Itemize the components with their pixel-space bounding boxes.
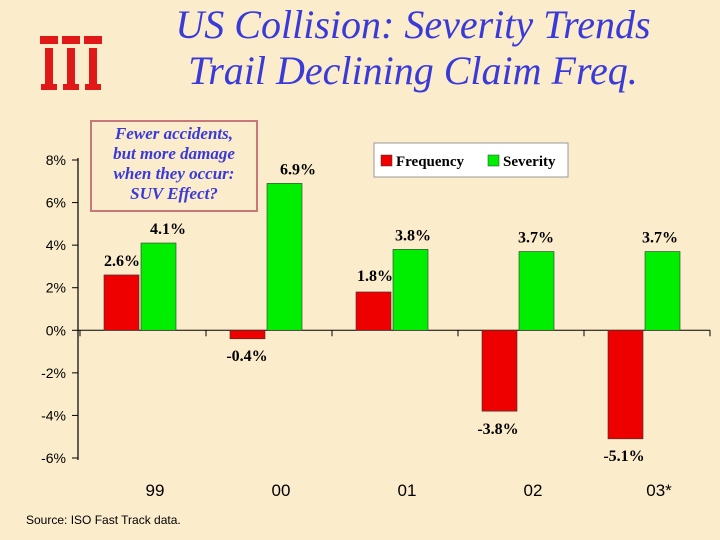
y-tick-label: 4% <box>46 237 66 253</box>
y-tick-label: 0% <box>46 322 66 338</box>
severity-data-label: 6.9% <box>280 161 316 178</box>
severity-bar <box>392 249 429 331</box>
legend-swatch-frequency <box>380 154 393 167</box>
frequency-bar <box>607 329 644 440</box>
legend-label-severity: Severity <box>503 154 556 170</box>
x-tick-label: 00 <box>272 481 291 500</box>
frequency-bar <box>355 291 392 331</box>
frequency-data-label: 2.6% <box>104 253 140 270</box>
title-line-2: Trail Declining Claim Freq. <box>188 48 638 93</box>
frequency-data-label: -3.8% <box>477 421 518 438</box>
x-tick-label: 99 <box>146 481 165 500</box>
severity-bar <box>644 251 681 331</box>
y-tick-label: -4% <box>41 407 66 423</box>
severity-data-label: 3.8% <box>395 227 431 244</box>
frequency-data-label: 1.8% <box>357 268 393 285</box>
iii-logo: iii <box>40 36 102 90</box>
y-tick-label: 8% <box>46 152 66 168</box>
frequency-bar <box>229 329 266 340</box>
suv-effect-callout: Fewer accidents, but more damage when th… <box>90 120 258 212</box>
callout-line: SUV Effect? <box>130 184 218 203</box>
x-tick-label: 01 <box>398 481 417 500</box>
x-tick-label: 02 <box>524 481 543 500</box>
y-tick-label: 2% <box>46 280 66 296</box>
y-tick-label: -6% <box>41 450 66 466</box>
frequency-bar <box>103 274 140 331</box>
severity-data-label: 3.7% <box>518 230 554 247</box>
legend-box <box>373 142 569 178</box>
legend-label-frequency: Frequency <box>396 154 465 170</box>
y-tick-label: -2% <box>41 365 66 381</box>
severity-data-label: 4.1% <box>150 221 186 238</box>
callout-line: when they occur: <box>113 164 235 183</box>
severity-bar <box>266 183 303 331</box>
severity-bar <box>518 251 555 331</box>
frequency-data-label: -5.1% <box>603 448 644 465</box>
callout-line: Fewer accidents, <box>114 124 234 143</box>
callout-line: but more damage <box>113 144 235 163</box>
y-tick-label: 6% <box>46 195 66 211</box>
severity-data-label: 3.7% <box>642 230 678 247</box>
x-tick-label: 03* <box>646 481 672 500</box>
page-title: US Collision: Severity Trends Trail Decl… <box>118 2 708 94</box>
title-line-1: US Collision: Severity Trends <box>175 2 651 47</box>
frequency-data-label: -0.4% <box>226 348 267 365</box>
frequency-bar <box>481 329 518 412</box>
legend-swatch-severity <box>487 154 500 167</box>
severity-bar <box>140 242 177 331</box>
source-note: Source: ISO Fast Track data. <box>26 513 181 527</box>
